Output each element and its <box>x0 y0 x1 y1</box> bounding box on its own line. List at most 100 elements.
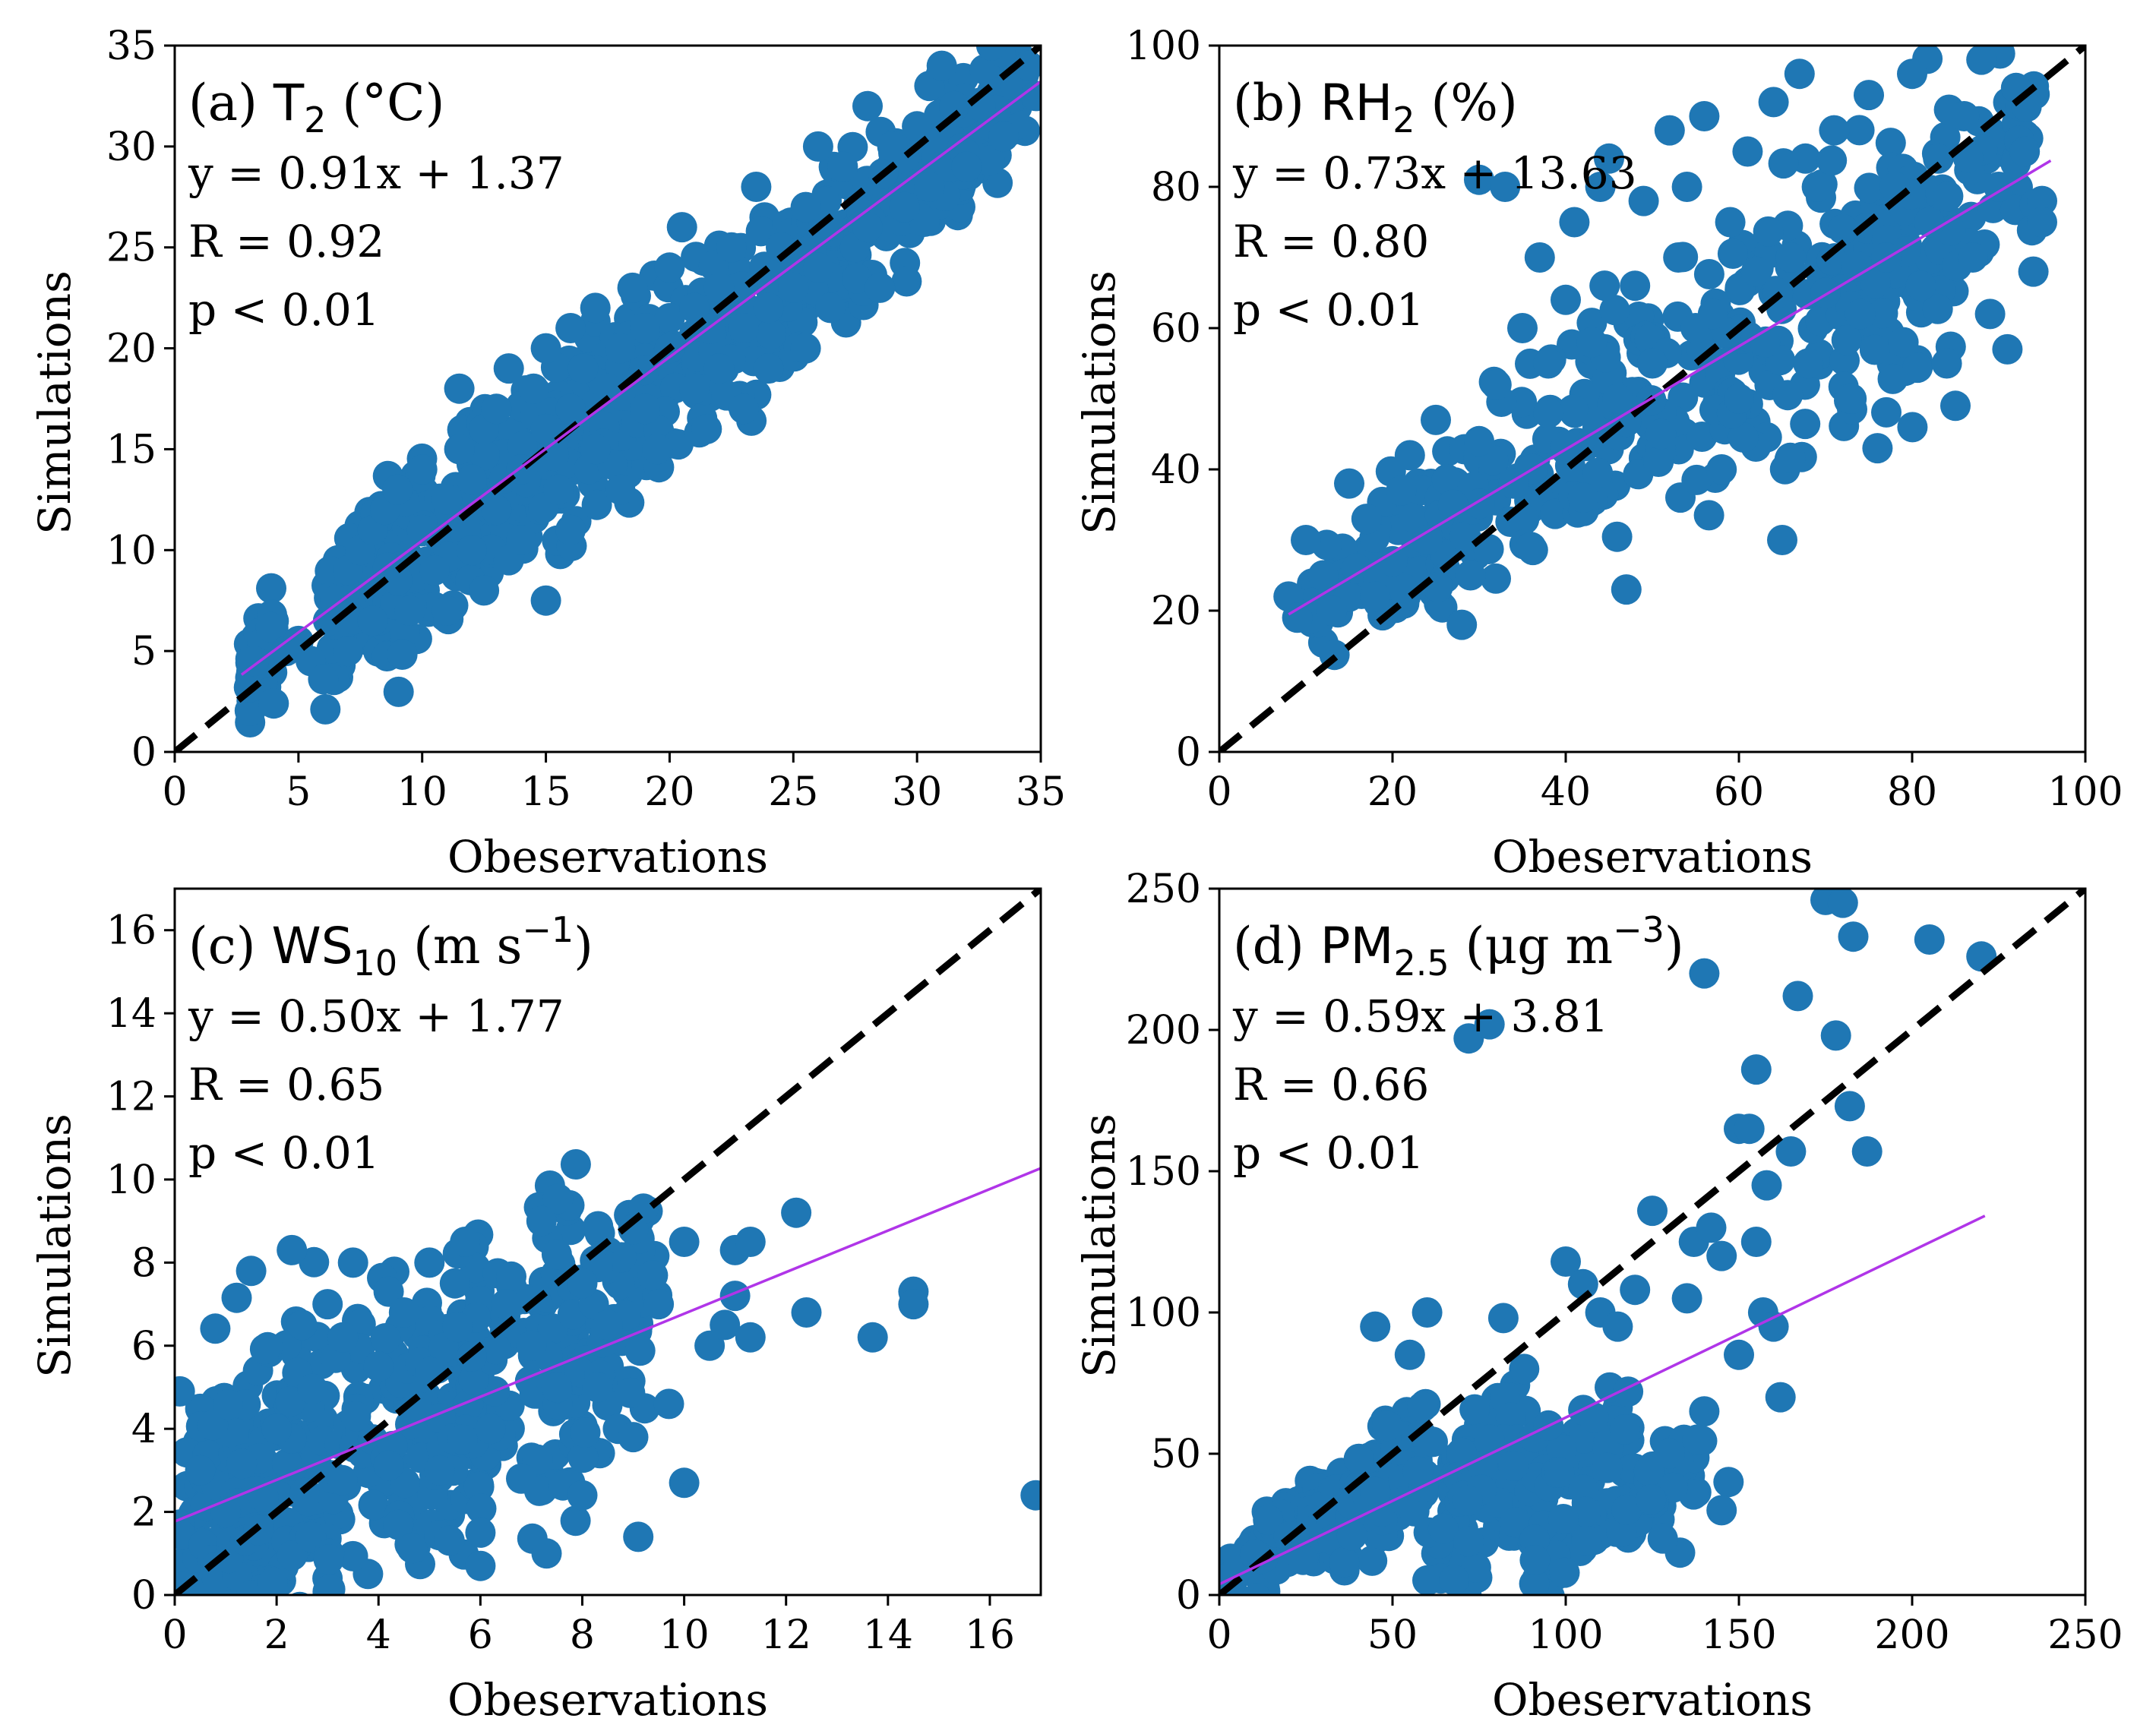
data-point <box>593 1309 623 1341</box>
y-tick-label: 2 <box>131 1490 156 1536</box>
data-point <box>1801 172 1832 202</box>
data-point <box>1455 560 1486 591</box>
data-point <box>1487 1303 1519 1334</box>
data-point <box>337 1247 368 1278</box>
y-tick-label: 50 <box>1151 1432 1201 1477</box>
data-point <box>1467 1450 1498 1481</box>
data-point <box>188 1599 218 1629</box>
data-point <box>1841 251 1872 282</box>
data-point <box>1253 1505 1284 1536</box>
data-point <box>1732 136 1763 167</box>
data-point <box>852 212 883 243</box>
data-point <box>442 1312 473 1343</box>
data-point <box>373 1450 404 1481</box>
data-point <box>716 232 747 263</box>
data-point <box>394 595 425 626</box>
data-point <box>1407 1391 1438 1423</box>
data-point <box>1568 1474 1599 1505</box>
data-point <box>465 1517 496 1548</box>
data-point <box>1706 454 1737 485</box>
data-point <box>475 1413 506 1445</box>
data-point <box>1551 1246 1581 1277</box>
x-tick-label: 20 <box>1367 769 1418 815</box>
data-point <box>456 535 487 566</box>
data-point <box>669 1467 700 1499</box>
y-tick-label: 20 <box>106 327 156 372</box>
data-point <box>617 272 648 303</box>
data-point <box>1329 1546 1360 1578</box>
data-point <box>401 1391 432 1422</box>
data-point <box>815 292 846 324</box>
data-point <box>623 1521 654 1552</box>
panel-c-plot-area: 0 2 4 6 8 10 12 14 16 0 2 4 6 8 10 12 14 16 <box>106 887 1042 1658</box>
data-point <box>406 514 438 545</box>
data-point <box>530 413 561 444</box>
x-tick-label: 14 <box>863 1612 913 1658</box>
data-point <box>1689 101 1720 131</box>
data-point <box>1611 574 1642 605</box>
data-point <box>1585 172 1616 202</box>
data-point <box>1422 571 1453 602</box>
data-point <box>581 489 612 520</box>
plot-frame <box>1218 44 2087 753</box>
panel-b-r-value: R = 0.80 <box>1233 216 1429 267</box>
data-point <box>312 1289 343 1320</box>
x-tick-label: 0 <box>1206 1612 1231 1658</box>
data-point <box>434 1525 465 1556</box>
data-point <box>1940 390 1971 422</box>
data-point <box>444 373 475 404</box>
data-point <box>406 454 438 485</box>
data-point <box>1386 475 1417 506</box>
data-point <box>1851 1136 1883 1167</box>
y-tick-label: 40 <box>1151 447 1201 493</box>
plot-frame <box>1218 887 2087 1597</box>
data-point <box>1439 1565 1470 1595</box>
data-point <box>530 585 561 616</box>
data-point <box>1831 324 1862 355</box>
data-point <box>1845 298 1876 330</box>
panel-a-x-axis-label: Obeservations <box>447 831 768 883</box>
data-point <box>506 1463 536 1494</box>
data-point <box>567 1268 598 1299</box>
data-point <box>286 1309 318 1341</box>
data-point <box>469 440 500 471</box>
data-point <box>1663 242 1694 273</box>
data-point <box>315 1574 346 1595</box>
data-point <box>1589 270 1620 302</box>
identity-line <box>175 889 1041 1595</box>
panel-d-title: (d) PM2.5 (μg m−3) <box>1233 909 1684 984</box>
data-point <box>1933 181 1964 212</box>
data-point <box>1643 447 1674 477</box>
data-point <box>1557 394 1589 425</box>
panel-b-plot-area: 0 20 40 60 80 100 0 20 40 60 80 100 <box>1126 24 2123 815</box>
y-tick-label: 30 <box>106 125 156 170</box>
data-point <box>567 1480 598 1511</box>
x-tick-label: 60 <box>1714 769 1764 815</box>
data-point <box>204 1597 234 1628</box>
data-point <box>1559 207 1590 238</box>
data-point <box>257 1567 288 1595</box>
data-point <box>857 1322 888 1353</box>
data-point <box>453 1389 484 1420</box>
data-point <box>679 292 710 324</box>
data-point <box>891 266 922 297</box>
data-point <box>1464 164 1494 195</box>
data-point <box>1533 397 1564 428</box>
data-point <box>1637 1195 1668 1227</box>
data-point <box>1966 46 1997 75</box>
data-point <box>327 1464 358 1496</box>
x-tick-label: 40 <box>1541 769 1591 815</box>
x-tick-label: 200 <box>1874 1612 1949 1658</box>
x-tick-label: 35 <box>1016 769 1066 815</box>
y-tick-label: 8 <box>131 1240 156 1286</box>
data-point <box>642 434 673 465</box>
x-tick-label: 25 <box>768 769 818 815</box>
data-point <box>555 393 586 425</box>
data-point <box>1696 1212 1727 1243</box>
identity-line <box>175 46 1041 752</box>
data-point <box>200 1313 231 1344</box>
data-point <box>1481 563 1511 594</box>
data-point <box>877 131 908 162</box>
data-point <box>1897 412 1928 443</box>
